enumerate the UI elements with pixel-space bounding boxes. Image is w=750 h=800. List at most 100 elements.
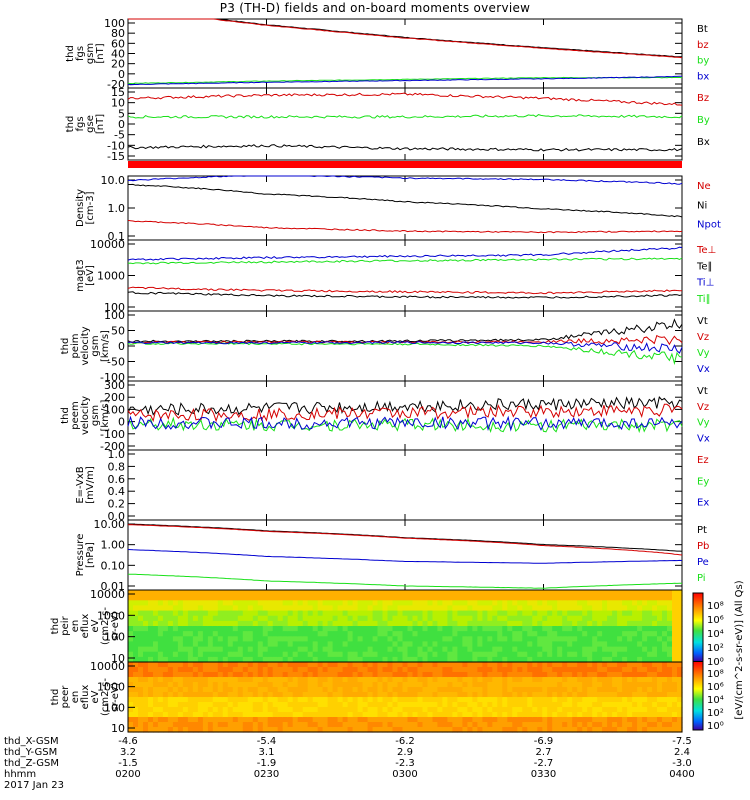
heatmap-cell bbox=[407, 712, 414, 718]
heatmap-cell bbox=[157, 662, 164, 668]
heatmap-cell bbox=[497, 646, 503, 653]
heatmap-cell bbox=[407, 697, 414, 703]
heatmap-cell bbox=[307, 687, 314, 693]
heatmap-cell bbox=[582, 600, 588, 606]
heatmap-cell bbox=[587, 667, 593, 673]
heatmap-cell bbox=[417, 656, 424, 663]
footer-value: 0330 bbox=[531, 769, 556, 780]
heatmap-cell bbox=[537, 605, 543, 612]
heatmap-cell bbox=[312, 626, 319, 632]
heatmap-cell bbox=[352, 682, 359, 688]
heatmap-cell bbox=[302, 641, 309, 648]
heatmap-cell bbox=[672, 631, 678, 637]
heatmap-cell bbox=[467, 717, 473, 723]
y-tick-label: 80 bbox=[111, 27, 125, 40]
heatmap-cell bbox=[522, 682, 528, 688]
heatmap-cell bbox=[417, 631, 424, 637]
heatmap-cell bbox=[232, 727, 239, 733]
heatmap-cell bbox=[202, 636, 209, 642]
y-axis-label: gsm bbox=[90, 405, 101, 426]
heatmap-cell bbox=[247, 631, 254, 637]
heatmap-cell bbox=[547, 626, 553, 632]
heatmap-cell bbox=[532, 595, 538, 601]
heatmap-cell bbox=[262, 717, 269, 723]
heatmap-cell bbox=[262, 641, 269, 648]
heatmap-cell bbox=[382, 620, 389, 627]
heatmap-cell bbox=[153, 692, 159, 698]
heatmap-cell bbox=[187, 631, 194, 637]
heatmap-cell bbox=[427, 717, 434, 723]
heatmap-cell bbox=[677, 600, 683, 606]
heatmap-cell bbox=[492, 646, 498, 653]
heatmap-cell bbox=[432, 692, 439, 698]
heatmap-cell bbox=[527, 692, 533, 698]
y-tick-label: 15 bbox=[111, 86, 125, 99]
heatmap-cell bbox=[407, 692, 414, 698]
heatmap-cell bbox=[128, 636, 134, 642]
heatmap-cell bbox=[647, 677, 653, 683]
heatmap-cell bbox=[627, 672, 633, 678]
heatmap-cell bbox=[672, 615, 678, 622]
heatmap-cell bbox=[602, 646, 608, 653]
legend-Ne: Ne bbox=[697, 181, 711, 192]
heatmap-cell bbox=[497, 702, 503, 708]
heatmap-cell bbox=[427, 641, 434, 648]
heatmap-cell bbox=[153, 590, 159, 596]
heatmap-cell bbox=[412, 626, 419, 632]
heatmap-cell bbox=[217, 626, 224, 632]
heatmap-cell bbox=[552, 687, 558, 693]
heatmap-cell bbox=[252, 667, 259, 673]
heatmap-cell bbox=[627, 600, 633, 606]
heatmap-cell bbox=[652, 605, 658, 612]
legend-Vz: Vz bbox=[697, 402, 709, 413]
heatmap-cell bbox=[607, 620, 613, 627]
heatmap-cell bbox=[592, 687, 598, 693]
heatmap-cell bbox=[167, 697, 174, 703]
heatmap-cell bbox=[327, 610, 334, 617]
heatmap-cell bbox=[557, 646, 563, 653]
heatmap-cell bbox=[287, 595, 294, 601]
heatmap-cell bbox=[153, 697, 159, 703]
heatmap-cell bbox=[452, 610, 458, 617]
footer-label-y: thd_Y-GSM bbox=[4, 747, 58, 758]
heatmap-cell bbox=[342, 687, 349, 693]
heatmap-cell bbox=[447, 615, 453, 622]
heatmap-cell bbox=[252, 702, 259, 708]
heatmap-cell bbox=[282, 605, 289, 612]
heatmap-cell bbox=[392, 672, 399, 678]
heatmap-cell bbox=[667, 712, 673, 718]
heatmap-cell bbox=[662, 692, 668, 698]
heatmap-cell bbox=[192, 692, 199, 698]
heatmap-cell bbox=[642, 722, 648, 728]
y-tick-label: -15 bbox=[107, 150, 125, 163]
heatmap-cell bbox=[437, 620, 443, 627]
heatmap-cell bbox=[597, 702, 603, 708]
heatmap-cell bbox=[377, 662, 384, 668]
heatmap-cell bbox=[362, 590, 369, 596]
heatmap-cell bbox=[482, 651, 488, 658]
heatmap-cell bbox=[392, 722, 399, 728]
heatmap-cell bbox=[217, 712, 224, 718]
heatmap-cell bbox=[217, 610, 224, 617]
panel-frame-pressure bbox=[127, 519, 683, 591]
heatmap-cell bbox=[387, 636, 394, 642]
heatmap-cell bbox=[482, 712, 488, 718]
heatmap-cell bbox=[557, 610, 563, 617]
heatmap-cell bbox=[367, 626, 374, 632]
heatmap-cell bbox=[582, 636, 588, 642]
heatmap-cell bbox=[567, 641, 573, 648]
heatmap-cell bbox=[297, 646, 304, 653]
heatmap-cell bbox=[467, 687, 473, 693]
heatmap-cell bbox=[207, 646, 214, 653]
heatmap-cell bbox=[172, 641, 179, 648]
heatmap-cell bbox=[307, 600, 314, 606]
heatmap-cell bbox=[427, 662, 434, 668]
heatmap-cell bbox=[187, 707, 194, 713]
heatmap-cell bbox=[377, 641, 384, 648]
heatmap-cell bbox=[242, 707, 249, 713]
heatmap-cell bbox=[187, 656, 194, 663]
heatmap-cell bbox=[472, 605, 478, 612]
heatmap-cell bbox=[517, 610, 523, 617]
heatmap-cell bbox=[567, 702, 573, 708]
heatmap-cell bbox=[257, 620, 264, 627]
